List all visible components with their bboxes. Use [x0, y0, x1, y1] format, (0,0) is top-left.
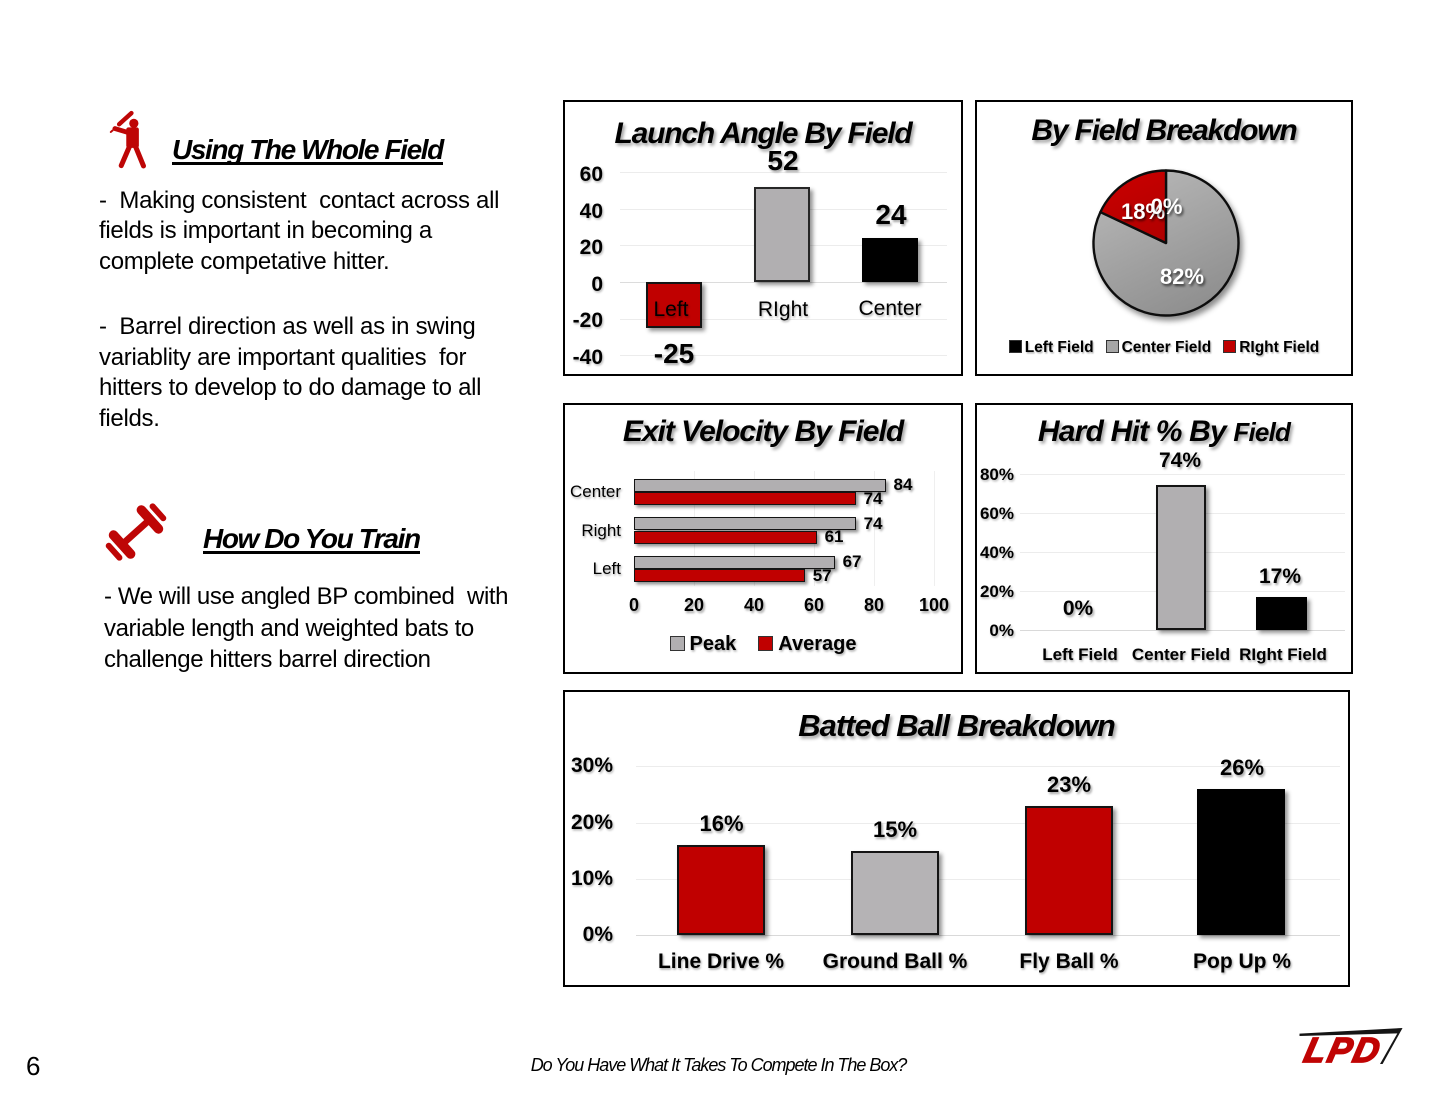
- svg-text:LPD: LPD: [1300, 1030, 1385, 1068]
